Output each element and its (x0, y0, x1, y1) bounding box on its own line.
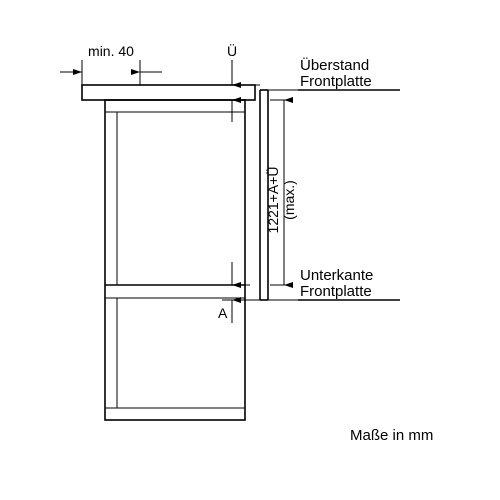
cabinet-outline (105, 100, 245, 420)
underside-leader: Unterkante Frontplatte (268, 267, 400, 300)
units-note: Maße in mm (350, 427, 433, 444)
min-gap-dimension: min. 40 (60, 43, 162, 85)
countertop (82, 85, 255, 100)
u-overhang-dimension: Ü (222, 42, 260, 122)
min-gap-label: min. 40 (88, 43, 134, 59)
height-dimension: 1221+A+Ü (max.) (264, 100, 297, 285)
a-label: A (218, 305, 228, 321)
height-label-2: (max.) (281, 180, 297, 220)
height-label-1: 1221+A+Ü (264, 167, 281, 234)
under-text-1: Unterkante (300, 267, 373, 284)
overhang-text-1: Überstand (300, 56, 369, 74)
u-label: Ü (227, 42, 237, 59)
a-dimension: A (218, 262, 260, 323)
dimension-diagram: min. 40 Ü Überstand Frontplatte 1221+A+Ü… (0, 0, 500, 500)
overhang-text-2: Frontplatte (300, 73, 372, 90)
under-text-2: Frontplatte (300, 283, 372, 300)
overhang-leader: Überstand Frontplatte (268, 56, 400, 90)
